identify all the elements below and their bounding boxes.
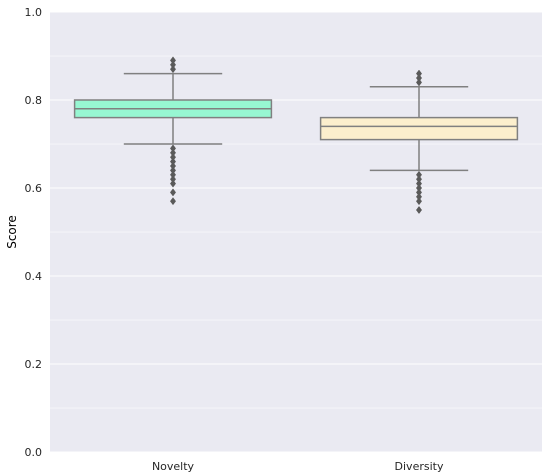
outlier-point xyxy=(415,192,423,201)
outlier-point xyxy=(415,179,423,188)
outlier-point xyxy=(415,170,423,179)
outlier-point xyxy=(169,65,177,74)
y-axis-ticks: 0.0 0.2 0.4 0.6 0.8 1.0 xyxy=(25,6,43,459)
y-tick-label: 0.8 xyxy=(25,94,43,107)
outlier-point xyxy=(415,78,423,87)
outlier-point xyxy=(169,60,177,69)
x-tick-label: Diversity xyxy=(395,460,444,473)
y-tick-label: 0.6 xyxy=(25,182,43,195)
outlier-point xyxy=(169,161,177,171)
outlier-point xyxy=(169,144,177,153)
boxes xyxy=(73,56,519,215)
outlier-point xyxy=(169,175,177,184)
box-diversity xyxy=(319,69,519,215)
box-novelty xyxy=(73,56,273,206)
y-tick-label: 1.0 xyxy=(25,6,43,19)
y-tick-label: 0.4 xyxy=(25,270,43,283)
y-axis-title: Score xyxy=(5,215,19,249)
x-tick-label: Novelty xyxy=(152,460,195,473)
outlier-point xyxy=(169,157,177,166)
outlier-point xyxy=(169,179,177,188)
outlier-point xyxy=(169,188,177,197)
y-tick-label: 0.2 xyxy=(25,358,43,371)
outlier-point xyxy=(415,175,423,184)
outlier-point xyxy=(169,153,177,162)
outlier-point xyxy=(169,148,177,157)
x-axis-ticks: Novelty Diversity xyxy=(152,460,444,473)
y-tick-label: 0.0 xyxy=(25,446,43,459)
outlier-point xyxy=(169,166,177,175)
outlier-point xyxy=(415,205,423,215)
outlier-point xyxy=(415,188,423,197)
outlier-point xyxy=(169,197,177,206)
iqr-box xyxy=(319,116,519,141)
outlier-point xyxy=(415,197,423,206)
outlier-point xyxy=(415,73,423,83)
outlier-point xyxy=(169,56,177,65)
outlier-point xyxy=(415,183,423,193)
outlier-point xyxy=(415,69,423,78)
outlier-point xyxy=(169,170,177,179)
